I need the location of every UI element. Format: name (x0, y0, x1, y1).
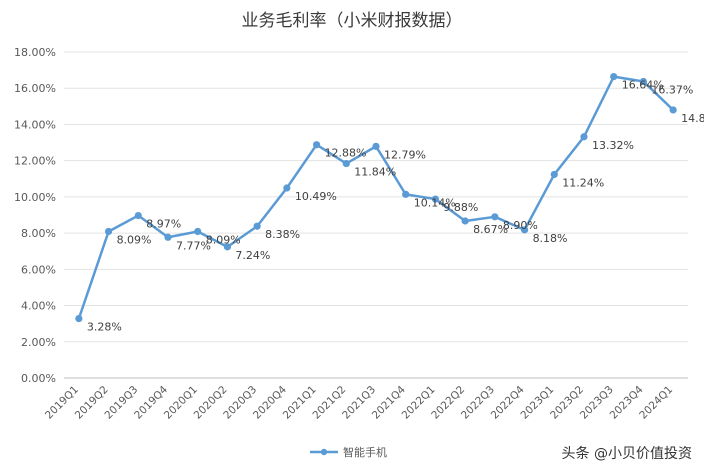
data-label: 8.18% (533, 232, 568, 245)
data-label: 11.84% (354, 166, 396, 179)
data-point (134, 211, 142, 220)
data-point (610, 73, 618, 81)
y-tick-label: 10.00% (14, 191, 56, 204)
y-tick-label: 4.00% (21, 300, 56, 313)
data-label: 16.37% (651, 84, 693, 97)
legend-label: 智能手机 (343, 445, 387, 459)
data-label: 16.64% (622, 79, 664, 92)
data-point (461, 217, 469, 225)
y-axis-ticks: 0.00% 2.00% 4.00% 6.00% 8.00% 10.00% 12.00% 14.… (14, 46, 56, 385)
grid-lines (64, 51, 688, 379)
data-label: 12.79% (384, 148, 426, 161)
y-tick-label: 18.00% (14, 46, 56, 59)
y-tick-label: 14.00% (14, 118, 56, 131)
data-label: 9.88% (443, 201, 478, 214)
series-line (77, 75, 675, 319)
data-label: 8.38% (265, 228, 300, 241)
data-label: 10.14% (414, 196, 456, 209)
y-tick-label: 12.00% (14, 155, 56, 168)
data-label: 7.77% (176, 239, 211, 252)
data-point (164, 233, 172, 241)
data-point (253, 222, 261, 230)
data-point (491, 213, 499, 221)
data-point (639, 77, 648, 86)
data-label: 8.09% (206, 233, 241, 246)
data-labels: 3.28%8.09%8.97%7.77%8.09%7.24%8.38%10.49… (87, 79, 704, 334)
y-tick-label: 8.00% (21, 227, 56, 240)
y-tick-label: 2.00% (21, 336, 56, 349)
y-tick-label: 0.00% (21, 372, 56, 385)
data-point (402, 190, 410, 198)
data-label: 8.97% (146, 218, 181, 231)
series-smartphone (75, 73, 677, 323)
data-point (431, 195, 440, 203)
data-point (550, 170, 558, 179)
data-point (223, 243, 232, 251)
data-point (194, 227, 202, 236)
data-point (104, 227, 113, 236)
data-label: 12.88% (325, 147, 367, 160)
data-label: 3.28% (87, 321, 122, 334)
data-point (669, 106, 677, 114)
data-label: 7.24% (235, 249, 270, 262)
data-point (580, 133, 588, 141)
data-label: 14.80% (681, 112, 704, 125)
data-point (342, 159, 350, 168)
data-point (520, 226, 529, 234)
data-label: 11.24% (562, 176, 604, 189)
chart-title: 业务毛利率（小米财报数据） (242, 11, 463, 31)
data-label: 8.67% (473, 223, 508, 236)
data-label: 13.32% (592, 139, 634, 152)
data-point (312, 141, 321, 149)
x-tick-label: 2024Q1 (637, 384, 675, 422)
data-point (75, 314, 83, 323)
x-axis-ticks: 2019Q12019Q22019Q32019Q42020Q12020Q22020… (43, 383, 675, 421)
data-point (283, 184, 291, 192)
data-label: 8.90% (503, 219, 538, 232)
data-label: 10.49% (295, 190, 337, 203)
watermark: 头条 @小贝价值投资 (562, 445, 692, 462)
y-tick-label: 6.00% (21, 263, 56, 276)
legend[interactable]: 智能手机 (310, 445, 387, 459)
y-tick-label: 16.00% (14, 82, 56, 95)
data-label: 8.09% (117, 233, 152, 246)
legend-point-marker (320, 448, 328, 456)
data-point (372, 142, 380, 150)
